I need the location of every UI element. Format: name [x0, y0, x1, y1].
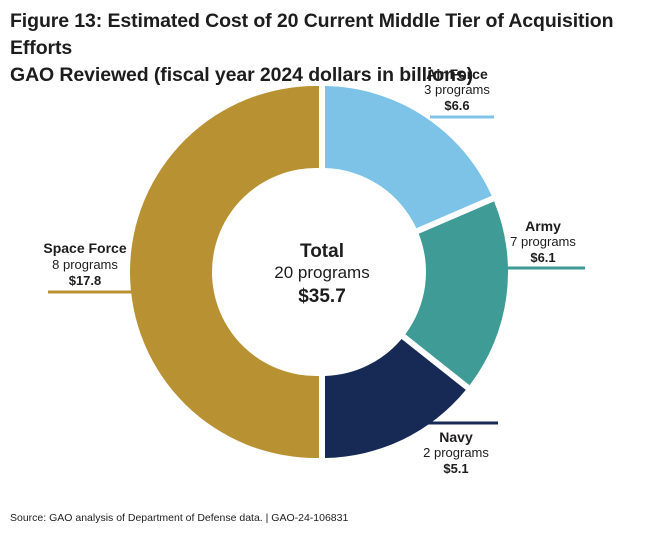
center-total-label: Total [300, 241, 344, 262]
center-total-value: $35.7 [298, 286, 346, 307]
center-total-programs: 20 programs [274, 263, 369, 282]
army-name: Army [525, 218, 561, 234]
center-total: Total 20 programs $35.7 [274, 241, 369, 307]
army-value: $6.1 [530, 250, 555, 265]
slice-navy [324, 338, 466, 458]
air-force-programs: 3 programs [424, 82, 490, 97]
label-air-force: Air Force 3 programs $6.6 [424, 66, 490, 113]
air-force-value: $6.6 [444, 98, 469, 113]
figure-title-line-1: Figure 13: Estimated Cost of 20 Current … [10, 10, 614, 59]
donut-slices [129, 85, 508, 458]
navy-programs: 2 programs [423, 445, 489, 460]
slice-army [405, 201, 508, 386]
source-note: Source: GAO analysis of Department of De… [10, 512, 349, 524]
space-force-name: Space Force [43, 240, 126, 256]
slice-air-force [324, 86, 492, 229]
label-army: Army 7 programs $6.1 [510, 218, 576, 265]
navy-value: $5.1 [443, 461, 468, 476]
space-force-programs: 8 programs [52, 257, 118, 272]
figure-title: Figure 13: Estimated Cost of 20 Current … [10, 8, 655, 89]
label-navy: Navy 2 programs $5.1 [423, 429, 489, 476]
label-space-force: Space Force 8 programs $17.8 [43, 240, 126, 288]
air-force-name: Air Force [426, 66, 488, 82]
navy-name: Navy [439, 429, 473, 445]
army-programs: 7 programs [510, 234, 576, 249]
space-force-value: $17.8 [69, 273, 102, 288]
slice-space-force [129, 85, 320, 458]
figure-title-line-2: GAO Reviewed (fiscal year 2024 dollars i… [10, 64, 474, 86]
leader-lines [48, 115, 585, 425]
